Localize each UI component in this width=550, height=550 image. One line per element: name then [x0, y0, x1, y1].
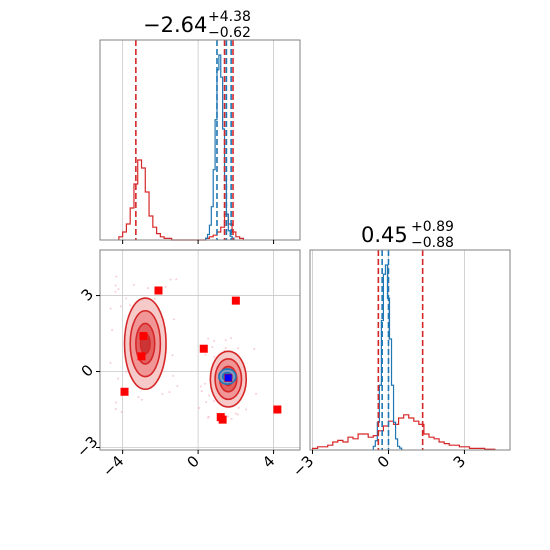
sample-point: [200, 390, 203, 393]
sample-point: [213, 355, 216, 358]
sample-point: [234, 412, 237, 415]
sample-point: [168, 391, 171, 394]
title-param1-value: −2.64: [143, 13, 207, 37]
sample-point: [137, 396, 140, 399]
sample-point: [208, 394, 211, 397]
sample-point: [212, 400, 215, 403]
sample-point: [117, 377, 120, 380]
red-square-marker-2: [139, 332, 148, 341]
x-tick-label-1: 0: [374, 452, 393, 471]
red-square-marker-4: [137, 352, 146, 361]
sample-point: [111, 328, 114, 331]
sample-point: [176, 385, 179, 388]
sample-point: [125, 297, 128, 300]
sample-point: [204, 382, 207, 385]
title-param2: 0.45 +0.89 −0.88: [361, 219, 454, 251]
sample-point: [175, 278, 178, 281]
sample-point: [255, 392, 258, 395]
sample-point: [237, 347, 240, 350]
blue-square-marker: [224, 374, 232, 382]
sample-point: [245, 408, 248, 411]
red-square-marker-1: [231, 296, 240, 305]
sample-point: [114, 284, 117, 287]
x-tick-label-0: −3: [289, 452, 317, 480]
sample-point: [204, 353, 207, 356]
sample-point: [199, 385, 202, 388]
sample-point: [207, 416, 210, 419]
sample-point: [114, 401, 117, 404]
sample-point: [213, 339, 216, 342]
sample-point: [237, 406, 240, 409]
sample-point: [198, 406, 201, 409]
red-square-marker-0: [154, 286, 163, 295]
title-param1-minus: −0.62: [208, 25, 251, 41]
sample-point: [224, 347, 227, 350]
sample-point: [169, 278, 172, 281]
sample-point: [140, 398, 143, 401]
sample-point: [119, 305, 122, 308]
sample-point: [129, 304, 132, 307]
x-tick-label-2: 4: [259, 452, 278, 471]
sample-point: [224, 339, 227, 342]
title-param2-value: 0.45: [361, 223, 408, 247]
sample-point: [171, 354, 174, 357]
sample-point: [211, 346, 214, 349]
sample-point: [109, 307, 112, 310]
title-param2-minus: −0.88: [411, 235, 454, 251]
sample-point: [147, 287, 150, 290]
histogram-blue-param1: [205, 54, 235, 240]
scatter-contour-panel: −4 0 4 −3 0 3: [73, 249, 301, 480]
sample-point: [172, 374, 175, 377]
red-square-marker-3: [199, 344, 208, 353]
red-square-marker-5: [120, 387, 129, 396]
panel-frame-param2: [309, 249, 511, 451]
histogram-blue-param2: [372, 264, 403, 450]
sample-point: [114, 290, 117, 293]
sample-point: [236, 413, 239, 416]
x-tick-label-1: 0: [183, 452, 202, 471]
title-param1: −2.64 +4.38 −0.62: [143, 9, 251, 41]
sample-point: [207, 337, 210, 340]
sample-point: [230, 337, 233, 340]
sample-point: [120, 410, 123, 413]
panel-frame-2d: [99, 249, 301, 451]
title-param1-plus: +4.38: [208, 9, 251, 25]
histogram-panel-param2: −3 0 3: [289, 249, 511, 480]
sample-point: [161, 393, 164, 396]
y-tick-label-1: 0: [78, 361, 97, 380]
red-square-marker-8: [273, 405, 282, 414]
title-param2-plus: +0.89: [411, 219, 454, 235]
sample-point: [172, 318, 175, 321]
sample-point: [114, 408, 117, 411]
sample-point: [164, 285, 167, 288]
y-tick-label-2: 3: [78, 285, 97, 304]
histogram-red-param2: [311, 414, 496, 450]
sample-point: [253, 348, 256, 351]
x-tick-label-0: −4: [99, 452, 127, 480]
sample-point: [117, 288, 120, 291]
y-tick-label-0: −3: [73, 433, 101, 461]
sample-point: [205, 401, 208, 404]
sample-point: [230, 417, 233, 420]
sample-point: [226, 415, 229, 418]
sample-point: [115, 275, 118, 278]
sample-point: [109, 361, 112, 364]
sample-point: [132, 283, 135, 286]
red-square-marker-7: [218, 415, 227, 424]
sample-point: [153, 297, 156, 300]
x-tick-label-2: 3: [450, 452, 469, 471]
histogram-panel-param1: [99, 39, 301, 244]
panel-frame-param1: [99, 39, 301, 241]
sample-point: [125, 370, 128, 373]
